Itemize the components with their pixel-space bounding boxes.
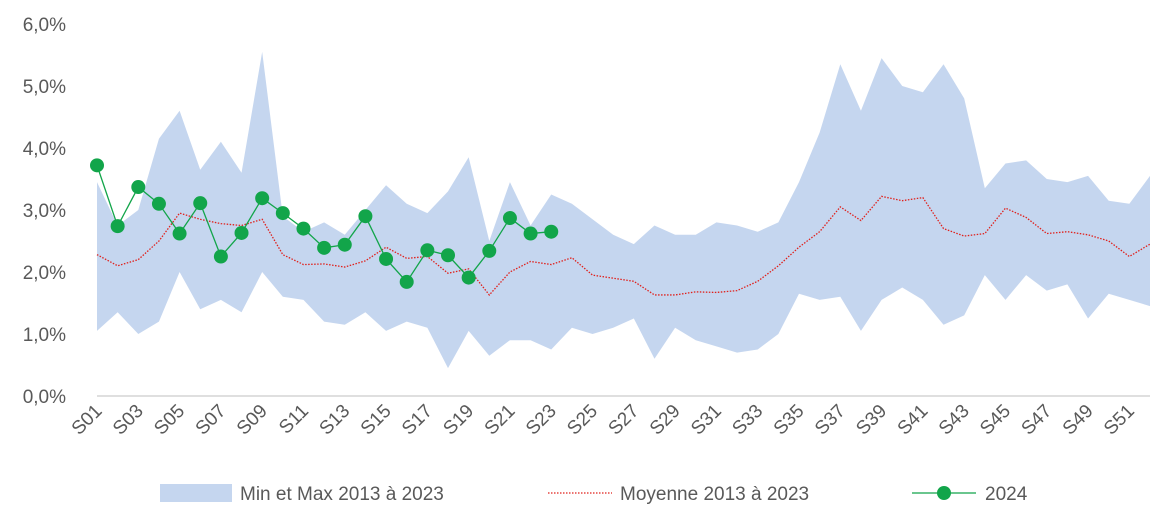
marker xyxy=(523,226,538,241)
x-tick-label: S11 xyxy=(275,401,313,439)
y-tick-label: 2,0% xyxy=(23,263,66,284)
marker xyxy=(502,211,517,226)
min-max-band xyxy=(97,51,1150,369)
marker xyxy=(275,206,290,221)
marker xyxy=(172,226,187,241)
legend-marker xyxy=(937,486,951,500)
x-tick-label: S13 xyxy=(316,401,355,440)
series-line xyxy=(96,195,1151,296)
marker xyxy=(151,196,166,211)
y-tick-label: 1,0% xyxy=(23,325,66,346)
x-tick-label: S43 xyxy=(935,401,974,440)
marker xyxy=(482,243,497,258)
x-tick-label: S19 xyxy=(439,401,478,440)
x-tick-label: S47 xyxy=(1018,401,1057,440)
legend-label: Min et Max 2013 à 2023 xyxy=(240,484,444,505)
marker xyxy=(110,219,125,234)
marker xyxy=(255,191,270,206)
y-tick-label: 4,0% xyxy=(23,139,66,160)
x-tick-label: S23 xyxy=(522,401,561,440)
x-tick-label: S29 xyxy=(646,401,685,440)
marker xyxy=(234,225,249,240)
x-tick-label: S21 xyxy=(481,401,520,440)
marker xyxy=(544,224,559,239)
x-tick-label: S03 xyxy=(109,401,148,440)
x-tick-label: S25 xyxy=(563,401,602,440)
marker xyxy=(358,209,373,224)
marker xyxy=(399,274,414,289)
x-tick-label: S05 xyxy=(150,401,189,440)
x-tick-label: S37 xyxy=(811,401,850,440)
y-tick-label: 5,0% xyxy=(23,77,66,98)
x-tick-label: S17 xyxy=(398,401,437,440)
y-tick-label: 0,0% xyxy=(23,387,66,408)
marker xyxy=(213,249,228,264)
x-tick-label: S49 xyxy=(1059,401,1098,440)
x-tick-label: S31 xyxy=(687,401,726,440)
y-tick-label: 6,0% xyxy=(23,15,66,36)
x-tick-label: S07 xyxy=(192,401,231,440)
marker xyxy=(337,237,352,252)
x-tick-label: S39 xyxy=(852,401,891,440)
marker xyxy=(131,180,146,195)
marker xyxy=(420,243,435,258)
marker xyxy=(441,248,455,263)
legend-label: Moyenne 2013 à 2023 xyxy=(620,484,809,505)
marker xyxy=(461,270,476,285)
x-tick-label: S01 xyxy=(68,401,107,440)
marker xyxy=(193,196,208,211)
legend-label: 2024 xyxy=(985,484,1028,505)
x-tick-label: S09 xyxy=(233,401,272,440)
x-tick-label: S27 xyxy=(605,401,644,440)
marker xyxy=(317,240,332,255)
y-tick-label: 3,0% xyxy=(23,201,66,222)
marker xyxy=(90,158,104,173)
x-tick-label: S15 xyxy=(357,401,396,440)
x-tick-label: S35 xyxy=(770,401,809,440)
x-tick-label: S45 xyxy=(976,401,1015,440)
x-tick-label: S41 xyxy=(894,401,933,440)
x-tick-label: S33 xyxy=(728,401,767,440)
marker xyxy=(379,251,394,266)
legend-swatch xyxy=(160,484,232,502)
marker xyxy=(296,221,311,236)
x-tick-label: S51 xyxy=(1100,401,1139,440)
